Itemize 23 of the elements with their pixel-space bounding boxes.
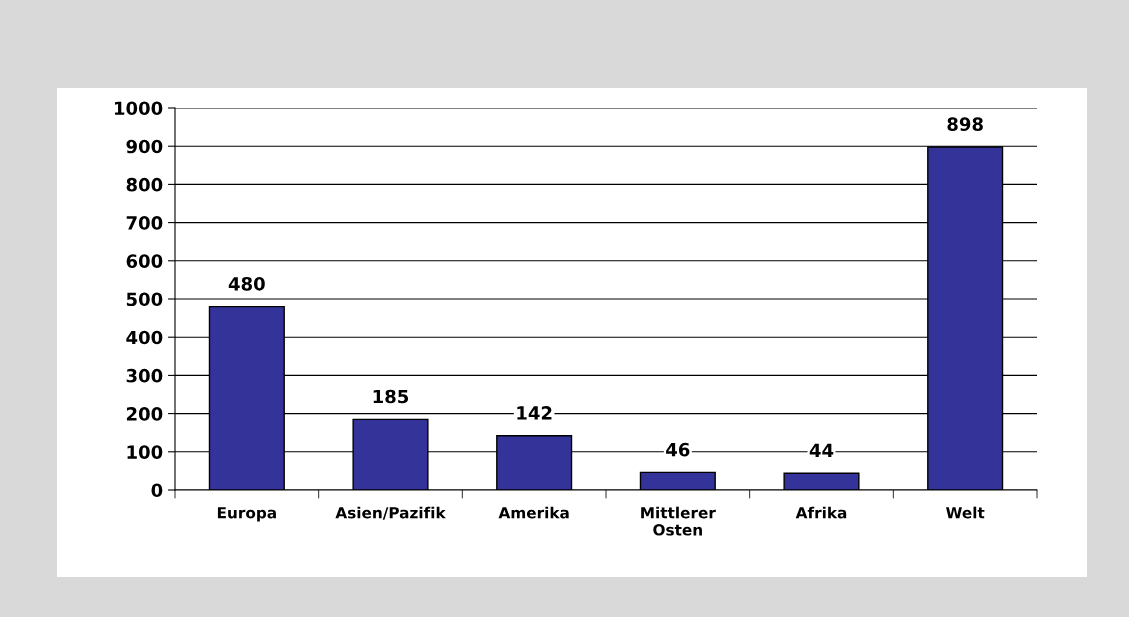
y-tick-label: 1000 [114, 101, 163, 116]
data-label: 480 [228, 276, 265, 291]
y-tick-label: 200 [126, 407, 163, 421]
x-tick-label: Afrika [795, 506, 847, 519]
data-label: 185 [373, 389, 409, 404]
y-tick-label: 900 [126, 139, 163, 154]
data-label: 142 [517, 406, 552, 420]
y-tick-label: 0 [151, 483, 163, 498]
y-tick-label: 600 [126, 254, 163, 268]
x-tick-label: Welt [946, 506, 985, 519]
x-tick-label: Asien/Pazifik [335, 506, 446, 520]
y-tick-label: 800 [126, 177, 163, 192]
x-tick-label: Amerika [498, 506, 569, 519]
y-tick-label: 400 [126, 330, 163, 345]
y-tick-label: 300 [126, 368, 163, 383]
x-tick-label: Mittlerer Osten [641, 506, 716, 536]
data-label: 44 [809, 443, 834, 457]
y-tick-label: 500 [126, 292, 163, 307]
y-tick-label: 700 [126, 216, 163, 230]
y-tick-label: 100 [127, 445, 163, 459]
data-label: 46 [666, 442, 690, 457]
data-label: 898 [947, 117, 983, 131]
x-tick-label: Europa [217, 507, 276, 522]
